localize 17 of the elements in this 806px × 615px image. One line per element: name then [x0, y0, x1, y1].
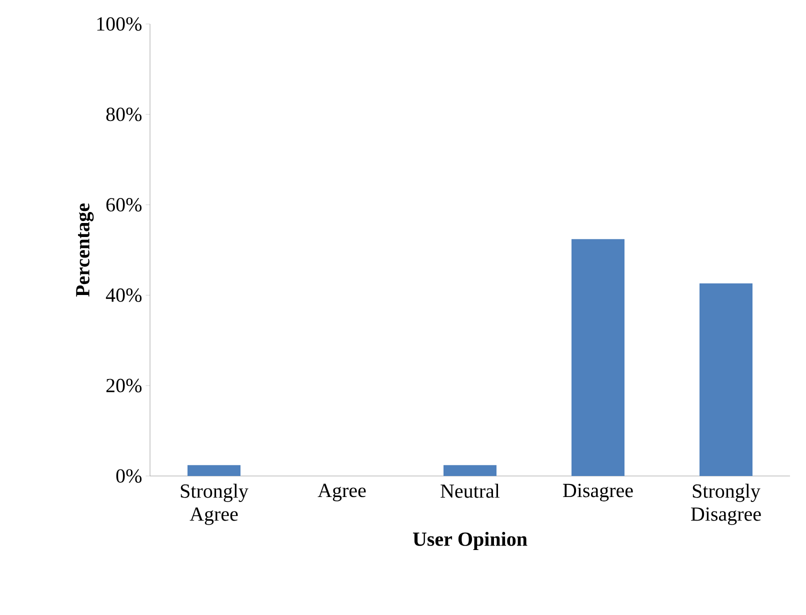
x-tick-label: Disagree [563, 484, 633, 502]
x-axis-title: User Opinion [412, 532, 528, 550]
y-tick-label: 100% [97, 17, 142, 31]
x-tick-label: Agree [318, 484, 366, 502]
bar [700, 283, 752, 476]
bar [572, 239, 624, 476]
y-tick-label: 80% [106, 108, 142, 122]
bar [444, 465, 496, 476]
y-tick-label: 60% [106, 198, 142, 212]
x-tick-label: Strongly Disagree [691, 484, 761, 525]
x-tick-label: Neutral [440, 484, 500, 498]
x-tick-label: Strongly Agree [180, 484, 248, 525]
y-tick-label: 0% [116, 469, 142, 483]
bar [188, 465, 241, 476]
y-axis-title: Percentage [76, 203, 94, 297]
y-tick-label: 20% [106, 378, 142, 392]
y-tick-label: 40% [106, 288, 142, 302]
